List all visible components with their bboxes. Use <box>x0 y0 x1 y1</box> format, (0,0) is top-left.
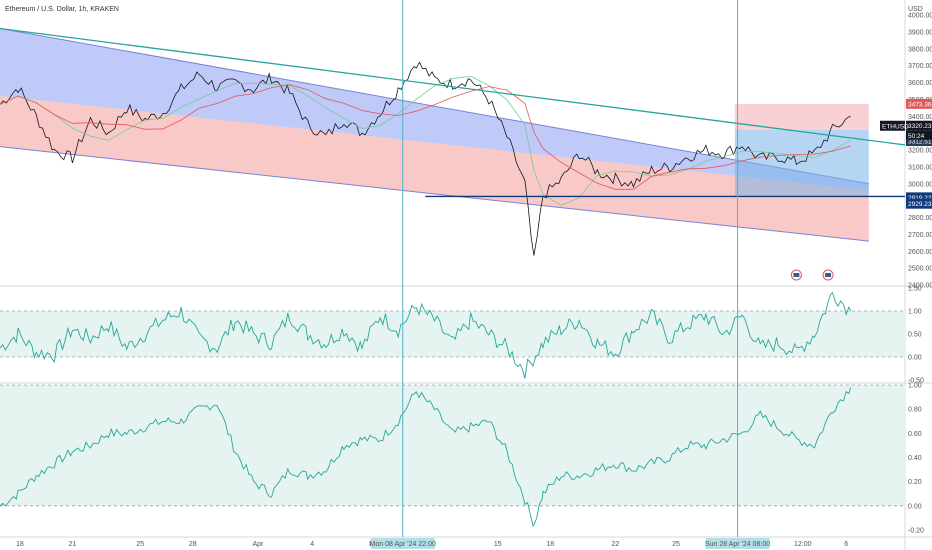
time-tick-label: 21 <box>69 541 77 548</box>
osc1-tick-label: 1.00 <box>908 309 922 316</box>
time-tick-label: 4 <box>310 541 314 548</box>
price-tick-label: 3200.00 <box>908 148 932 155</box>
osc2-tick-label: -0.20 <box>908 528 924 535</box>
price-tick-label: 3100.00 <box>908 164 932 171</box>
countdown-text: 50:24 <box>908 133 925 140</box>
price-tag-box <box>906 98 932 109</box>
price-tag-label: 3473.36 <box>908 101 932 108</box>
crosshair-time-box-1 <box>370 538 435 549</box>
moving-average-fast <box>0 75 851 206</box>
time-tick-label: 25 <box>672 541 680 548</box>
time-tick-label: 15 <box>494 541 502 548</box>
price-tick-label: 3000.00 <box>908 181 932 188</box>
crosshair-time-box-2 <box>705 538 770 549</box>
crosshair-time-label: Mon 08 Apr '24 22:00 <box>370 541 436 548</box>
osc1-tick-label: 0.50 <box>908 332 922 339</box>
oscillator-1-series <box>0 291 852 379</box>
price-tag-box <box>906 198 932 209</box>
trend-line <box>0 27 906 146</box>
price-tick-label: 2700.00 <box>908 232 932 239</box>
symbol-tag: ETHUSD <box>882 123 909 130</box>
time-tick-label: 12:00 <box>794 541 812 548</box>
time-tick-label: 6 <box>844 541 848 548</box>
upper-channel-fill <box>0 28 869 191</box>
price-tick-label: 3800.00 <box>908 46 932 53</box>
time-tick-label: Apr <box>252 541 264 548</box>
osc1-tick-label: -0.50 <box>908 378 924 385</box>
channel-lower-edge <box>0 146 869 242</box>
price-tag-label: 2919.22 <box>908 195 932 202</box>
lower-channel-fill <box>0 96 869 242</box>
price-tag-box <box>906 192 932 203</box>
price-tag-label: 3312.51 <box>908 139 932 146</box>
price-tick-label: 3900.00 <box>908 29 932 36</box>
price-tick-label: 3600.00 <box>908 80 932 87</box>
osc2-tick-label: 1.00 <box>908 383 922 390</box>
price-tick-label: 2600.00 <box>908 249 932 256</box>
currency-label: USD <box>908 6 923 13</box>
price-tag-label: 2929.23 <box>908 201 932 208</box>
time-tick-label: 28 <box>189 541 197 548</box>
crosshair-time-label: Sun 28 Apr '24 08:00 <box>705 541 770 548</box>
symbol-tag-box <box>880 120 905 131</box>
moving-average-slow <box>0 84 851 190</box>
price-tag-label: 3320.23 <box>908 123 932 130</box>
countdown-box <box>906 130 932 140</box>
osc2-tick-label: 0.20 <box>908 479 922 486</box>
price-tick-label: 2500.00 <box>908 266 932 273</box>
oscillator-2-series <box>0 387 852 527</box>
osc1-tick-label: 0.00 <box>908 355 922 362</box>
chart-title: Ethereum / U.S. Dollar, 1h, KRAKEN <box>5 6 119 13</box>
price-tick-label: 3400.00 <box>908 114 932 121</box>
osc1-band <box>0 311 905 357</box>
time-tick-label: 18 <box>546 541 554 548</box>
osc1-tick-label: 1.50 <box>908 286 922 293</box>
price-tag-box <box>906 120 932 131</box>
price-tick-label: 2400.00 <box>908 283 932 290</box>
price-tick-label: 3700.00 <box>908 63 932 70</box>
price-tick-label: 4000.00 <box>908 13 932 20</box>
osc2-tick-label: 0.00 <box>908 503 922 510</box>
price-tag-box <box>906 136 932 147</box>
time-tick-label: 22 <box>612 541 620 548</box>
price-tick-label: 2800.00 <box>908 215 932 222</box>
time-tick-label: 18 <box>16 541 24 548</box>
stop-zone <box>734 129 869 196</box>
osc2-tick-label: 0.60 <box>908 431 922 438</box>
osc2-tick-label: 0.80 <box>908 407 922 414</box>
osc2-band <box>0 385 905 506</box>
flag-stripe-icon-1 <box>793 273 800 277</box>
time-tick-label: 25 <box>136 541 144 548</box>
flag-stripe-icon-2 <box>825 273 832 277</box>
osc2-tick-label: 0.40 <box>908 455 922 462</box>
